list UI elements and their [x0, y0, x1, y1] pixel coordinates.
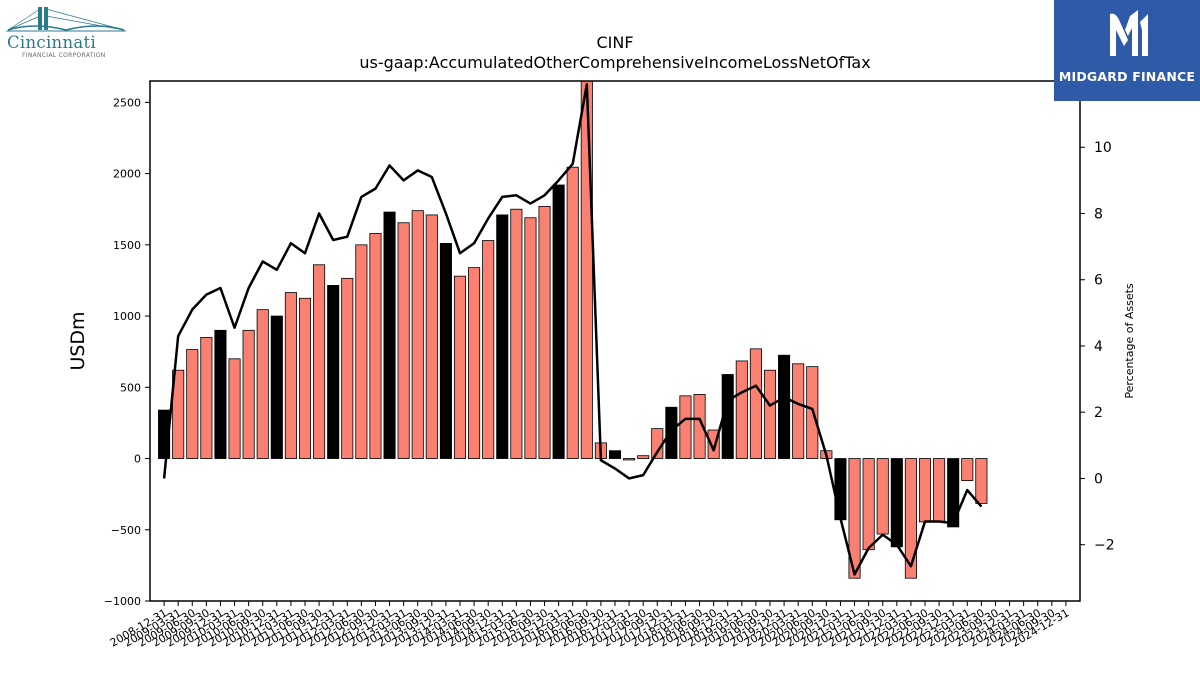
bar-2015-03-31 — [510, 208, 523, 459]
bar-2017-03-31 — [623, 458, 636, 461]
bar-2010-12-31 — [270, 315, 283, 459]
bar-2012-06-30 — [355, 244, 368, 459]
bar-2012-03-31 — [341, 277, 354, 459]
y-tick-label: 0 — [134, 453, 141, 466]
chart-subtitle: us-gaap:AccumulatedOtherComprehensiveInc… — [359, 53, 870, 72]
bar-2018-03-31 — [679, 395, 692, 459]
bar-2011-09-30 — [313, 264, 326, 459]
bar-2018-06-30 — [693, 394, 706, 459]
line-series — [162, 83, 983, 576]
bar-2022-06-30 — [918, 458, 932, 523]
y-tick-label: 1500 — [113, 239, 141, 252]
bridge-icon — [6, 7, 126, 32]
bar-2021-09-30 — [876, 458, 889, 535]
bar-2011-06-30 — [298, 297, 312, 459]
bar-2019-06-30 — [749, 348, 762, 459]
bar-2022-09-30 — [933, 458, 946, 522]
bar-2020-03-31 — [792, 363, 805, 459]
y2-tick-label: 10 — [1094, 140, 1112, 156]
bar-series — [158, 80, 988, 579]
cincinnati-logo-name: Cincinnati — [7, 33, 97, 52]
bar-2021-06-30 — [862, 458, 875, 551]
bar-2010-09-30 — [256, 309, 269, 459]
bar-2020-12-31 — [834, 458, 847, 521]
bar-2016-03-31 — [566, 166, 579, 459]
bar-2016-12-31 — [608, 450, 622, 459]
y-tick-label: 2500 — [113, 96, 141, 109]
bar-2018-09-30 — [707, 429, 720, 459]
bar-2014-03-31 — [453, 275, 467, 459]
bar-2013-09-30 — [425, 214, 438, 459]
bar-2022-03-31 — [904, 458, 917, 579]
bar-2021-03-31 — [848, 458, 861, 579]
bar-2014-12-31 — [496, 214, 509, 459]
y2-tick-label: 2 — [1094, 405, 1103, 421]
bar-2022-12-31 — [947, 458, 960, 528]
y2-tick-label: 6 — [1094, 273, 1103, 289]
bar-2021-12-31 — [890, 458, 903, 548]
y2-tick-label: 0 — [1094, 471, 1103, 487]
y-axis-right: −2 0 2 4 6 8 10 — [1080, 140, 1115, 554]
y2-axis-label: Percentage of Assets — [1123, 283, 1136, 399]
bar-2012-09-30 — [369, 233, 382, 459]
bar-2014-09-30 — [482, 240, 495, 459]
bar-2014-06-30 — [468, 267, 481, 459]
bar-2013-12-31 — [439, 243, 452, 459]
bar-2023-06-30 — [975, 458, 988, 504]
y-tick-label: 2000 — [113, 168, 141, 181]
bar-2009-09-30 — [200, 337, 213, 459]
y-tick-label: −1000 — [104, 595, 141, 608]
cincinnati-financial-logo: Cincinnati FINANCIAL CORPORATION — [4, 4, 129, 60]
bar-2008-12-31 — [158, 409, 171, 459]
bar-2013-06-30 — [411, 210, 424, 459]
midgard-emblem-icon — [1110, 10, 1148, 56]
bar-2019-12-31 — [778, 354, 791, 459]
bar-2019-03-31 — [735, 360, 748, 459]
bar-2010-03-31 — [228, 358, 241, 459]
bar-2010-06-30 — [242, 329, 255, 459]
chart-title: CINF — [596, 33, 633, 52]
cincinnati-logo-sub: FINANCIAL CORPORATION — [22, 52, 106, 59]
bar-2011-12-31 — [327, 285, 340, 459]
bar-2015-09-30 — [538, 205, 551, 459]
bar-2016-06-30 — [580, 80, 593, 459]
y-axis-left: −1000 −500 0 500 1000 1500 2000 2500 — [104, 96, 150, 608]
y2-tick-label: 4 — [1094, 339, 1103, 355]
bar-2015-06-30 — [524, 217, 537, 459]
bar-2013-03-31 — [397, 222, 410, 459]
y2-tick-label: 8 — [1094, 206, 1103, 222]
y-tick-label: 500 — [120, 381, 141, 394]
y2-tick-label: −2 — [1094, 538, 1115, 554]
bar-2009-03-31 — [172, 369, 185, 459]
midgard-logo-text: MIDGARD FINANCE — [1058, 69, 1196, 84]
y-tick-label: −500 — [111, 524, 141, 537]
bar-2017-12-31 — [665, 406, 678, 459]
bar-2011-03-31 — [284, 292, 297, 459]
bar-2009-06-30 — [186, 349, 199, 459]
y-axis-label: USDm — [67, 311, 89, 370]
bar-2015-12-31 — [552, 184, 565, 459]
midgard-finance-logo: MIDGARD FINANCE — [1054, 0, 1200, 101]
x-axis: 2008-12-312009-03-312009-06-302009-09-30… — [108, 601, 1071, 650]
bar-2009-12-31 — [214, 329, 227, 459]
bar-2019-09-30 — [763, 369, 777, 459]
bar-2023-03-31 — [961, 458, 974, 482]
y-tick-label: 1000 — [113, 310, 141, 323]
bar-2017-06-30 — [637, 455, 650, 459]
bar-2012-12-31 — [383, 211, 396, 459]
percentage-of-assets-line — [162, 83, 983, 576]
